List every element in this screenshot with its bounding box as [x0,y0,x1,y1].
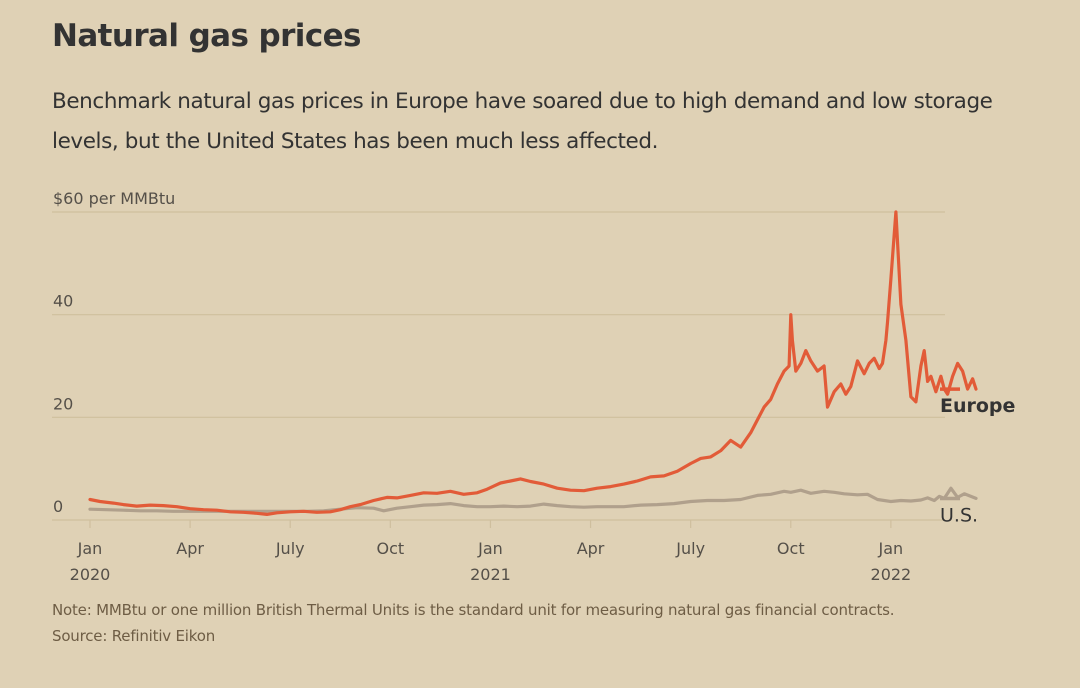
y-tick-label-40: 40 [53,292,73,311]
legend-label-europe: Europe [940,395,1015,417]
x-tick-label: Oct [376,539,404,558]
legend-label-us: U.S. [940,504,978,526]
chart-note: Note: MMBtu or one million British Therm… [52,601,895,619]
y-tick-label-20: 20 [53,394,73,413]
x-tick-label: Jan [477,539,503,558]
x-tick-label: July [675,539,705,558]
x-tick-label: Jan [878,539,904,558]
x-tick-year-label: 2022 [871,565,912,584]
x-tick-label: Oct [777,539,805,558]
chart-footer: Note: MMBtu or one million British Therm… [52,597,895,649]
x-tick-year-label: 2020 [70,565,111,584]
series-line-us [88,486,978,513]
x-tick-year-label: 2021 [470,565,511,584]
x-tick-label: July [275,539,305,558]
chart-title: Natural gas prices [52,18,361,54]
gridlines [52,211,945,521]
x-tick-label: Jan [77,539,103,558]
legend: Europe U.S. [940,387,1015,526]
chart-subtitle: Benchmark natural gas prices in Europe h… [52,89,993,154]
y-axis-labels: 0 20 40 $60 per MMBtu [53,189,175,516]
series-line-europe [88,210,978,517]
x-tick-label: Apr [176,539,204,558]
series-lines [88,210,978,517]
x-tick-label: Apr [577,539,605,558]
y-tick-label-0: 0 [53,497,63,516]
y-tick-label-60: $60 per MMBtu [53,189,175,208]
chart-source: Source: Refinitiv Eikon [52,627,216,645]
x-axis: Jan 2020 Apr July Oct Jan 2021 Apr July Oct Jan 202… [70,520,912,584]
